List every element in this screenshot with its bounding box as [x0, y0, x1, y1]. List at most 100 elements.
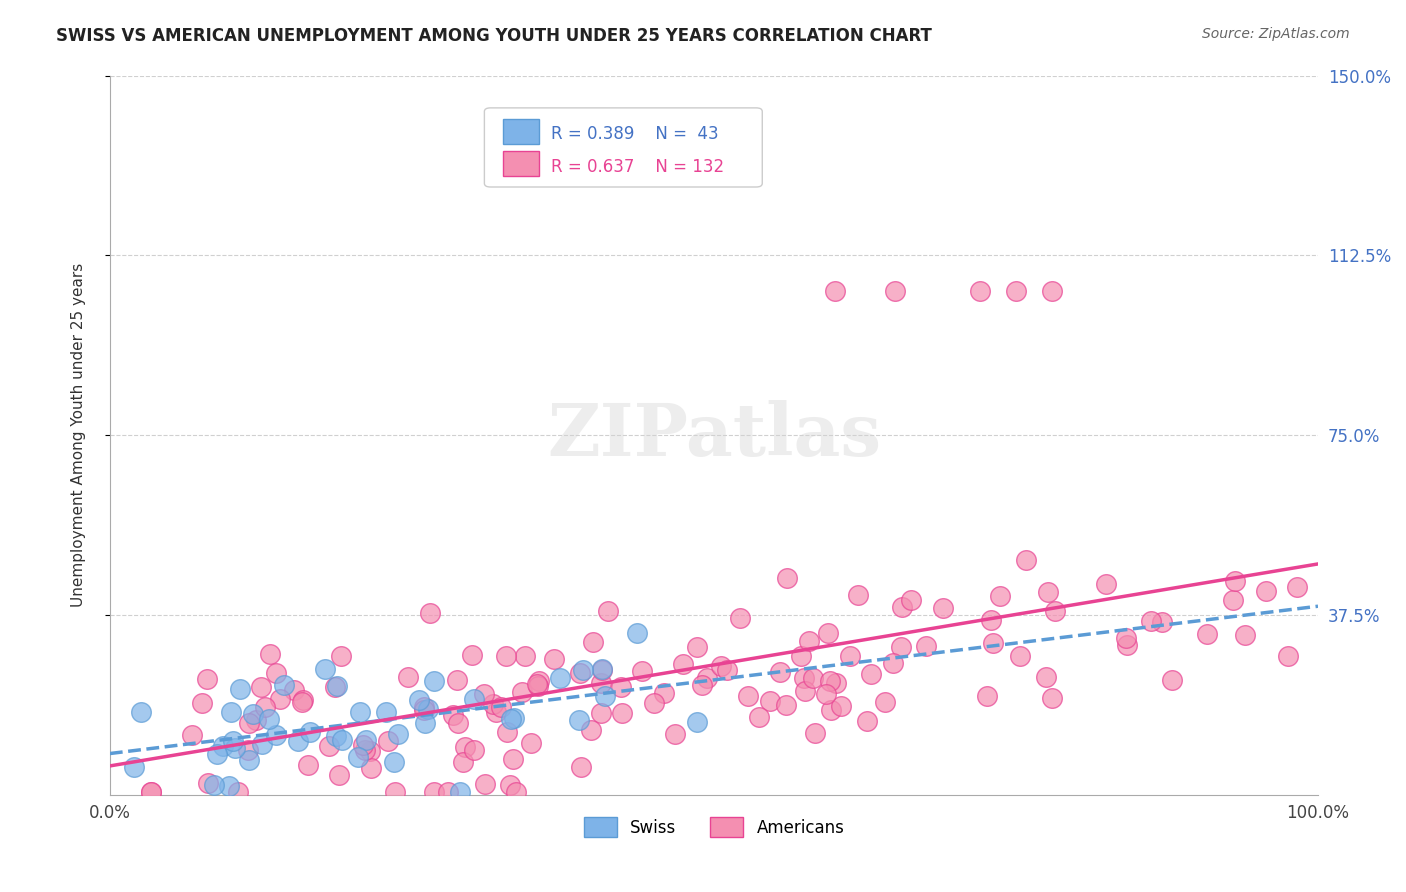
Point — [384, 785, 406, 799]
Point — [510, 685, 533, 699]
Point — [776, 570, 799, 584]
Point — [291, 693, 314, 707]
Point — [846, 588, 869, 602]
Point — [446, 673, 468, 688]
Point — [824, 676, 846, 690]
Point — [326, 680, 349, 694]
Point — [737, 689, 759, 703]
Point — [799, 634, 821, 648]
Point — [330, 732, 353, 747]
Point — [291, 695, 314, 709]
Point — [664, 727, 686, 741]
Point — [572, 663, 595, 677]
Text: R = 0.637    N = 132: R = 0.637 N = 132 — [551, 158, 724, 176]
Point — [453, 739, 475, 754]
Point — [419, 607, 441, 621]
Point — [1045, 604, 1067, 618]
Text: ZIPatlas: ZIPatlas — [547, 400, 882, 471]
FancyBboxPatch shape — [502, 151, 538, 177]
Point — [505, 785, 527, 799]
Point — [329, 648, 352, 663]
Point — [527, 679, 550, 693]
Point — [1150, 615, 1173, 629]
Point — [1008, 649, 1031, 664]
Point — [769, 665, 792, 679]
Point — [191, 697, 214, 711]
Point — [314, 662, 336, 676]
Point — [205, 747, 228, 762]
Point — [582, 635, 605, 649]
Point — [495, 648, 517, 663]
Point — [804, 725, 827, 739]
Point — [387, 727, 409, 741]
Point — [884, 285, 907, 299]
Point — [413, 716, 436, 731]
Point — [139, 785, 162, 799]
Point — [354, 733, 377, 747]
Point — [375, 705, 398, 719]
Point — [264, 728, 287, 742]
Point — [377, 733, 399, 747]
Point — [318, 739, 340, 753]
Point — [139, 785, 162, 799]
Point — [820, 703, 842, 717]
Point — [384, 755, 406, 769]
Text: Source: ZipAtlas.com: Source: ZipAtlas.com — [1202, 27, 1350, 41]
Point — [980, 613, 1002, 627]
Point — [569, 760, 592, 774]
Point — [1115, 632, 1137, 646]
Point — [643, 696, 665, 710]
Point — [859, 667, 882, 681]
Point — [569, 665, 592, 680]
Point — [449, 785, 471, 799]
Point — [818, 673, 841, 688]
Point — [579, 723, 602, 737]
Point — [1040, 285, 1063, 299]
Point — [474, 687, 496, 701]
Point — [692, 678, 714, 692]
Point — [423, 785, 446, 799]
Point — [830, 699, 852, 714]
Point — [463, 742, 485, 756]
Point — [349, 705, 371, 719]
Point — [759, 694, 782, 708]
Point — [447, 715, 470, 730]
Legend: Swiss, Americans: Swiss, Americans — [576, 810, 851, 844]
Point — [610, 706, 633, 720]
Point — [1161, 673, 1184, 687]
Point — [589, 706, 612, 721]
Point — [250, 680, 273, 694]
Point — [793, 671, 815, 685]
Point — [824, 285, 846, 299]
Point — [526, 677, 548, 691]
Point — [416, 702, 439, 716]
Point — [610, 680, 633, 694]
Point — [354, 743, 377, 757]
Point — [489, 700, 512, 714]
Point — [631, 664, 654, 678]
Point — [686, 714, 709, 729]
Point — [981, 635, 1004, 649]
Point — [793, 684, 815, 698]
Point — [548, 671, 571, 685]
Point — [1234, 628, 1257, 642]
Point — [396, 670, 419, 684]
Point — [181, 728, 204, 742]
Point — [229, 681, 252, 696]
Point — [882, 656, 904, 670]
Point — [502, 752, 524, 766]
Point — [413, 699, 436, 714]
Point — [626, 626, 648, 640]
Point — [360, 761, 382, 775]
Point — [900, 593, 922, 607]
Point — [589, 675, 612, 690]
Point — [412, 703, 434, 717]
Point — [474, 777, 496, 791]
Point — [423, 674, 446, 689]
Point — [710, 659, 733, 673]
Point — [890, 640, 912, 654]
Point — [1254, 583, 1277, 598]
Point — [238, 753, 260, 767]
Point — [1005, 285, 1028, 299]
Point — [211, 739, 233, 753]
